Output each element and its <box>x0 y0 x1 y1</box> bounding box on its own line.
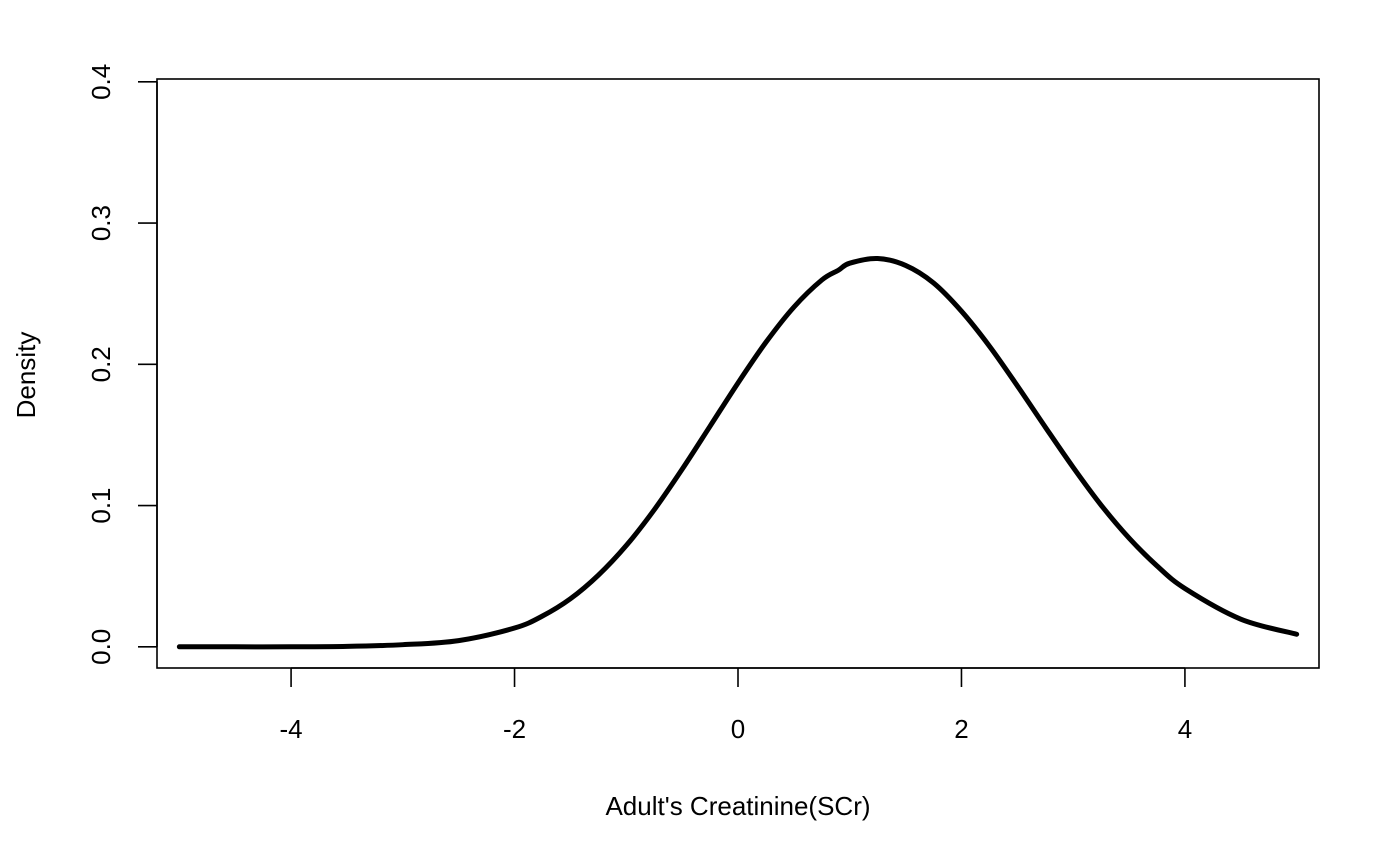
x-tick-label: 2 <box>954 714 968 744</box>
x-axis-label: Adult's Creatinine(SCr) <box>605 791 870 821</box>
x-tick-label: 4 <box>1178 714 1192 744</box>
y-tick-label: 0.4 <box>86 64 116 100</box>
y-tick-label: 0.1 <box>86 487 116 523</box>
y-tick-label: 0.2 <box>86 346 116 382</box>
x-axis: -4 -2 0 2 4 <box>280 667 1192 744</box>
density-curve <box>176 256 1300 650</box>
x-tick-label: -4 <box>280 714 303 744</box>
x-tick-label: 0 <box>731 714 745 744</box>
y-axis-label: Density <box>11 332 41 419</box>
y-axis: 0.0 0.1 0.2 0.3 0.4 <box>86 64 158 665</box>
plot-frame <box>156 78 1320 669</box>
y-tick-label: 0.3 <box>86 205 116 241</box>
y-tick-label: 0.0 <box>86 629 116 665</box>
x-tick-label: -2 <box>503 714 526 744</box>
